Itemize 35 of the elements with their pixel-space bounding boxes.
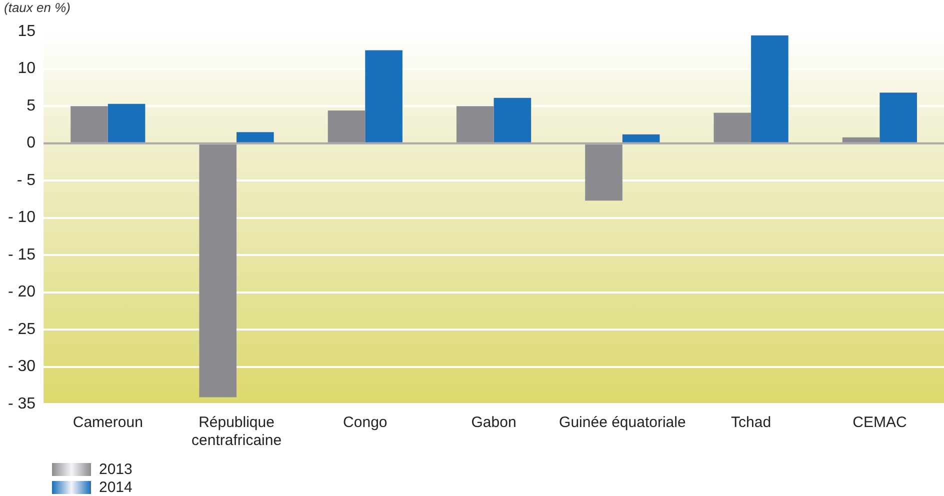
y-tick-label: - 5	[16, 172, 36, 189]
y-tick-label: - 30	[8, 358, 36, 376]
x-tick-label: Guinée équatoriale	[559, 414, 686, 432]
x-tick-label: République centrafricaine	[191, 414, 282, 450]
x-tick-label: Congo	[343, 414, 388, 432]
bar	[714, 112, 752, 142]
x-tick-label: Tchad	[731, 414, 772, 432]
y-tick-label: - 10	[8, 209, 36, 226]
bar	[751, 35, 788, 142]
bar	[365, 50, 402, 142]
y-tick-label: - 15	[8, 246, 36, 264]
bar	[70, 106, 108, 142]
bar	[199, 144, 237, 398]
y-tick-label: 10	[18, 60, 36, 78]
y-tick-label: 5	[26, 97, 36, 114]
x-tick-label: Gabon	[471, 414, 516, 432]
bar	[236, 132, 274, 142]
y-tick-label: 15	[18, 23, 36, 40]
bar	[494, 98, 532, 142]
y-tick-label: - 20	[8, 284, 36, 301]
bar	[622, 134, 660, 142]
bar	[108, 104, 146, 142]
chart-subtitle: (taux en %)	[4, 0, 70, 15]
legend-label: 2014	[99, 478, 132, 496]
x-tick-label: CEMAC	[852, 414, 907, 432]
bar	[842, 137, 880, 142]
y-tick-label: - 25	[8, 320, 36, 338]
x-tick-label: Cameroun	[72, 414, 143, 432]
y-tick-label: 0	[26, 134, 36, 152]
bar	[328, 110, 366, 142]
bar	[880, 92, 917, 142]
bar	[585, 144, 622, 201]
legend-label: 2013	[99, 460, 132, 478]
y-tick-label: - 35	[8, 395, 36, 412]
bar	[456, 106, 494, 142]
